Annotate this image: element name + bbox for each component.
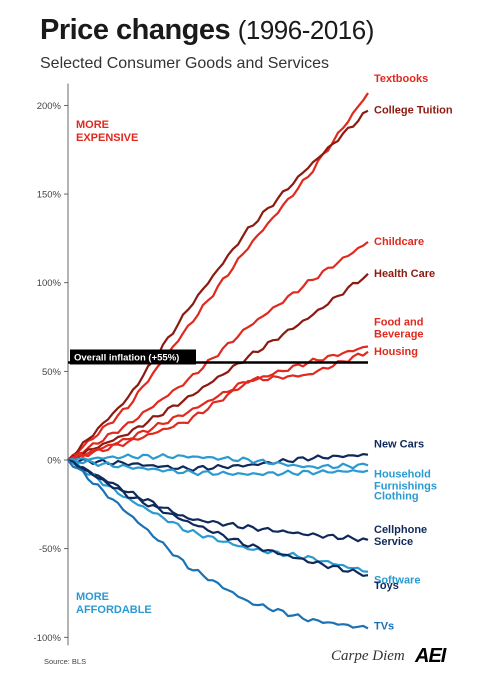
series-line-food-and-beverage (67, 345, 369, 462)
annotation-more-expensive: MORE (76, 119, 109, 131)
y-tick-label: 50% (42, 367, 62, 378)
series-label-textbooks: Textbooks (374, 73, 428, 85)
series-line-college-tuition (67, 109, 369, 461)
annotation-more-affordable: MORE (76, 591, 109, 603)
series-line-textbooks (67, 92, 369, 461)
series-line-clothing (67, 457, 369, 477)
plot-series (67, 92, 369, 630)
inflation-marker: Overall inflation (+55%) (68, 349, 368, 365)
y-tick-label: 150% (37, 190, 62, 201)
series-label-tvs: TVs (374, 620, 394, 632)
y-tick-label: 200% (37, 101, 62, 112)
chart-title-years: (1996-2016) (237, 15, 375, 45)
series-line-cellphone-service (67, 459, 369, 543)
annotation-more-affordable: AFFORDABLE (76, 604, 152, 616)
series-line-software (67, 459, 369, 573)
y-axis: -100% -50% 0% 50% 100% 150% 200% (34, 83, 69, 646)
series-label-household-furnishings: Household (374, 468, 431, 480)
series-line-toys (67, 458, 369, 577)
chart-title: Price changes (1996-2016) (40, 14, 374, 47)
series-line-new-cars (67, 453, 369, 472)
y-tick-label: 100% (37, 278, 62, 289)
series-label-software: Software (374, 575, 420, 587)
series-label-toys: Toys (374, 580, 399, 592)
series-label-cellphone-service: Cellphone (374, 524, 427, 536)
inflation-label: Overall inflation (+55%) (74, 352, 179, 363)
series-label-food-and-beverage: Food and (374, 317, 424, 329)
series-line-health-care (67, 273, 369, 461)
series-labels: Textbooks College Tuition Childcare Health … (374, 73, 453, 632)
series-label-cellphone-service: Service (374, 536, 413, 548)
y-tick-label: 0% (47, 456, 61, 467)
chart-title-main: Price changes (40, 14, 231, 46)
series-label-childcare: Childcare (374, 236, 424, 248)
y-tick-label: -100% (34, 633, 62, 644)
series-line-household-furnishings (67, 453, 369, 470)
inflation-label-box (70, 349, 196, 365)
series-label-housing: Housing (374, 346, 418, 358)
series-label-college-tuition: College Tuition (374, 105, 453, 117)
series-label-food-and-beverage: Beverage (374, 329, 424, 341)
series-label-clothing: Clothing (374, 491, 419, 503)
series-line-tvs (67, 459, 369, 630)
source-note: Source: BLS (44, 657, 87, 666)
y-tick-label: -50% (39, 544, 62, 555)
annotation-more-expensive: EXPENSIVE (76, 132, 138, 144)
series-line-childcare (67, 241, 369, 461)
series-label-new-cars: New Cars (374, 439, 424, 451)
series-line-housing (67, 350, 369, 461)
chart-subtitle: Selected Consumer Goods and Services (40, 55, 330, 72)
series-label-health-care: Health Care (374, 268, 435, 280)
aei-logo: AEI (415, 645, 446, 667)
series-label-household-furnishings: Furnishings (374, 480, 437, 492)
brand-name: Carpe Diem (331, 648, 405, 664)
